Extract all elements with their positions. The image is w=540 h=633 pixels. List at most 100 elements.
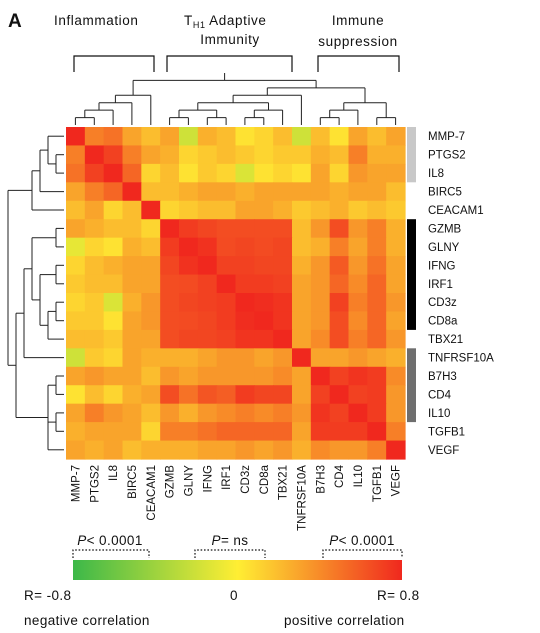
heatmap-cell-VEGF-B7H3 bbox=[310, 440, 331, 460]
heatmap-cell-TBX21-IL10 bbox=[348, 329, 368, 349]
heatmap-cell-VEGF-CD3z bbox=[235, 440, 255, 460]
heatmap-cell-BIRC5-TBX21 bbox=[273, 182, 293, 202]
heatmap-cell-GZMB-CD3z bbox=[235, 219, 255, 239]
heatmap-cell-CD4-IL10 bbox=[348, 385, 368, 405]
sig-rel-mid: = ns bbox=[221, 533, 249, 548]
heatmap-cell-GLNY-MMP-7 bbox=[66, 237, 86, 257]
heatmap-cell-GZMB-GZMB bbox=[160, 219, 180, 239]
heatmap-cell-B7H3-GZMB bbox=[160, 366, 180, 386]
heatmap-cell-PTGS2-PTGS2 bbox=[84, 145, 105, 165]
heatmap-cell-IFNG-GLNY bbox=[179, 256, 199, 276]
sig-bracket-mid bbox=[194, 549, 266, 558]
heatmap-cell-IL8-VEGF bbox=[386, 163, 406, 183]
column-label-IFNG: IFNG bbox=[202, 465, 214, 493]
heatmap-cell-IL10-TNFRSF10A bbox=[292, 403, 312, 423]
heatmap-cell-CD8a-TNFRSF10A bbox=[292, 311, 312, 331]
heatmap-cell-IL8-IFNG bbox=[197, 163, 218, 183]
heatmap-cell-TGFB1-CD4 bbox=[329, 422, 350, 442]
heatmap-cell-B7H3-CEACAM1 bbox=[141, 366, 161, 386]
heatmap-cell-IL10-IL8 bbox=[103, 403, 124, 423]
heatmap-cell-TBX21-CD3z bbox=[235, 329, 255, 349]
row-label-IFNG: IFNG bbox=[428, 260, 456, 272]
heatmap-cell-PTGS2-VEGF bbox=[386, 145, 406, 165]
heatmap-cell-GLNY-IRF1 bbox=[216, 237, 237, 257]
heatmap-cell-TBX21-CEACAM1 bbox=[141, 329, 161, 349]
heatmap-cell-IRF1-IL10 bbox=[348, 274, 368, 294]
heatmap-cell-IRF1-GLNY bbox=[179, 274, 199, 294]
heatmap-cell-PTGS2-CD4 bbox=[329, 145, 350, 165]
heatmap-cell-CEACAM1-TNFRSF10A bbox=[292, 200, 312, 220]
row-group-bar-2 bbox=[407, 348, 416, 423]
heatmap-cell-PTGS2-IL10 bbox=[348, 145, 368, 165]
heatmap-cell-TGFB1-VEGF bbox=[386, 422, 406, 442]
heatmap-cell-TGFB1-BIRC5 bbox=[122, 422, 142, 442]
heatmap-cell-IRF1-CD4 bbox=[329, 274, 350, 294]
heatmap-cell-MMP-7-VEGF bbox=[386, 127, 406, 147]
heatmap-cell-IFNG-IFNG bbox=[197, 256, 218, 276]
heatmap-cell-PTGS2-CD3z bbox=[235, 145, 255, 165]
heatmap-cell-IFNG-B7H3 bbox=[310, 256, 331, 276]
heatmap-cell-IFNG-TNFRSF10A bbox=[292, 256, 312, 276]
heatmap-cell-VEGF-BIRC5 bbox=[122, 440, 142, 460]
heatmap-cell-TGFB1-MMP-7 bbox=[66, 422, 86, 442]
heatmap-cell-CD4-CD8a bbox=[254, 385, 274, 405]
heatmap-cell-TNFRSF10A-TNFRSF10A bbox=[292, 348, 312, 368]
heatmap-cell-CD3z-IL10 bbox=[348, 293, 368, 313]
heatmap-cell-CD3z-MMP-7 bbox=[66, 293, 86, 313]
heatmap-cell-IL10-IL10 bbox=[348, 403, 368, 423]
heatmap-cell-CD8a-CD3z bbox=[235, 311, 255, 331]
heatmap-cell-GZMB-VEGF bbox=[386, 219, 406, 239]
heatmap-cell-TNFRSF10A-CD4 bbox=[329, 348, 350, 368]
heatmap-cell-PTGS2-TGFB1 bbox=[367, 145, 387, 165]
colorbar bbox=[73, 560, 402, 580]
heatmap-cell-MMP-7-CD8a bbox=[254, 127, 274, 147]
heatmap-cell-GLNY-GZMB bbox=[160, 237, 180, 257]
heatmap-cell-CEACAM1-TGFB1 bbox=[367, 200, 387, 220]
heatmap-cell-TGFB1-GLNY bbox=[179, 422, 199, 442]
heatmap-cell-B7H3-IFNG bbox=[197, 366, 218, 386]
heatmap-cell-B7H3-IL8 bbox=[103, 366, 124, 386]
heatmap-cell-CEACAM1-PTGS2 bbox=[84, 200, 105, 220]
heatmap-cell-GZMB-GLNY bbox=[179, 219, 199, 239]
heatmap-cell-CD3z-GLNY bbox=[179, 293, 199, 313]
heatmap-cell-IFNG-CD8a bbox=[254, 256, 274, 276]
heatmap-cell-BIRC5-TGFB1 bbox=[367, 182, 387, 202]
heatmap-cell-TNFRSF10A-CD8a bbox=[254, 348, 274, 368]
heatmap-cell-IL8-CD8a bbox=[254, 163, 274, 183]
heatmap-cell-BIRC5-IFNG bbox=[197, 182, 218, 202]
heatmap-cell-CD3z-CD3z bbox=[235, 293, 255, 313]
heatmap-cell-MMP-7-TGFB1 bbox=[367, 127, 387, 147]
heatmap-cell-GZMB-MMP-7 bbox=[66, 219, 86, 239]
heatmap-cell-GZMB-IRF1 bbox=[216, 219, 237, 239]
heatmap-cell-IFNG-BIRC5 bbox=[122, 256, 142, 276]
heatmap-cell-CD4-PTGS2 bbox=[84, 385, 105, 405]
heatmap-cell-IL8-TNFRSF10A bbox=[292, 163, 312, 183]
colorbar-max-label: R= 0.8 bbox=[377, 588, 420, 603]
heatmap-cell-GLNY-CD4 bbox=[329, 237, 350, 257]
heatmap-cell-TGFB1-IFNG bbox=[197, 422, 218, 442]
row-group-bars bbox=[407, 127, 416, 423]
heatmap-cell-PTGS2-IRF1 bbox=[216, 145, 237, 165]
heatmap-cell-GZMB-TBX21 bbox=[273, 219, 293, 239]
colorbar-mid-label: 0 bbox=[230, 588, 238, 603]
heatmap-cell-CD3z-PTGS2 bbox=[84, 293, 105, 313]
heatmap-cell-CD8a-VEGF bbox=[386, 311, 406, 331]
heatmap-cell-IL8-PTGS2 bbox=[84, 163, 105, 183]
heatmap-cell-IL8-GLNY bbox=[179, 163, 199, 183]
heatmap-cell-IL10-IRF1 bbox=[216, 403, 237, 423]
heatmap-cell-BIRC5-IL10 bbox=[348, 182, 368, 202]
heatmap-cell-GLNY-B7H3 bbox=[310, 237, 331, 257]
heatmap-cell-CD3z-GZMB bbox=[160, 293, 180, 313]
heatmap-cell-BIRC5-IRF1 bbox=[216, 182, 237, 202]
heatmap-cell-IL8-CD4 bbox=[329, 163, 350, 183]
heatmap-cell-GLNY-IL8 bbox=[103, 237, 124, 257]
heatmap-cell-IFNG-CEACAM1 bbox=[141, 256, 161, 276]
heatmap-cell-CEACAM1-MMP-7 bbox=[66, 200, 86, 220]
heatmap-cell-CD4-TNFRSF10A bbox=[292, 385, 312, 405]
heatmap-cell-GLNY-GLNY bbox=[179, 237, 199, 257]
row-label-CD4: CD4 bbox=[428, 389, 452, 401]
heatmap-cell-CD3z-B7H3 bbox=[310, 293, 331, 313]
heatmap-cell-B7H3-IRF1 bbox=[216, 366, 237, 386]
heatmap-cell-GZMB-IL10 bbox=[348, 219, 368, 239]
heatmap-cell-CD3z-CD8a bbox=[254, 293, 274, 313]
